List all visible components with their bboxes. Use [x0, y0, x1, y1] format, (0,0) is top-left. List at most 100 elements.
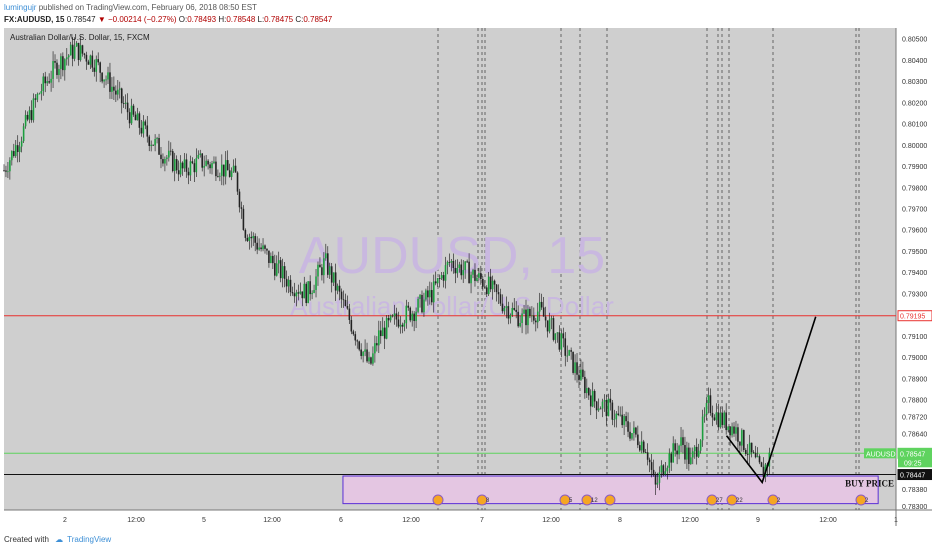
y-tick-label: 0.79600: [902, 228, 927, 235]
candle-body: [146, 125, 149, 137]
candle-body: [321, 267, 323, 276]
candle-body: [621, 414, 623, 426]
candle-body: [664, 471, 667, 475]
x-tick-label: 6: [339, 517, 343, 524]
candle-body: [222, 164, 225, 177]
candle-body: [148, 136, 151, 146]
candle-body: [597, 408, 600, 411]
candle-body: [13, 151, 15, 157]
candle-body: [705, 402, 708, 415]
created-with-text: Created with: [4, 535, 49, 544]
candle-body: [379, 330, 382, 337]
candle-body: [644, 452, 647, 454]
candle-body: [120, 88, 123, 104]
candle-body: [407, 305, 410, 308]
candle-body: [415, 311, 417, 322]
candle-body: [277, 260, 280, 264]
candle-body: [328, 266, 331, 275]
candle-body: [656, 482, 659, 485]
candle-body: [170, 150, 172, 152]
candle-body: [619, 414, 621, 416]
candle-body: [525, 309, 527, 326]
candle-body: [503, 307, 506, 312]
y-tick-label: 0.80100: [902, 122, 927, 129]
candle-body: [301, 291, 304, 299]
event-marker-icon: [604, 494, 616, 506]
candle-body: [3, 170, 5, 172]
price-chart[interactable]: AUDUSD, 15 Australian Dollar/U.S. Dollar A…: [0, 28, 932, 534]
candle-body: [480, 273, 482, 280]
candle-body: [554, 333, 557, 340]
candle-body: [240, 207, 243, 209]
candle-body: [48, 81, 50, 83]
candle-body: [224, 160, 227, 177]
y-tick-label: 0.80500: [902, 37, 927, 44]
candle-body: [270, 255, 272, 263]
change-arrow-icon: ▼: [97, 15, 106, 24]
candle-body: [252, 236, 255, 239]
candle-body: [7, 171, 9, 173]
event-marker-count: 27: [716, 498, 723, 504]
candle-body: [760, 462, 763, 467]
candle-body: [354, 334, 357, 341]
candle-body: [215, 161, 217, 177]
y-tick-label: 0.79100: [902, 334, 927, 341]
candle-body: [173, 159, 176, 172]
buy-price-tag: [897, 469, 932, 481]
author-link[interactable]: lumingujr: [4, 3, 37, 12]
candle-body: [474, 269, 476, 281]
candle-body: [103, 79, 105, 82]
candle-body: [517, 311, 519, 327]
candle-body: [287, 279, 290, 287]
candle-body: [50, 78, 52, 83]
candle-body: [177, 170, 180, 175]
candle-body: [115, 90, 117, 95]
candle-body: [164, 158, 166, 164]
tradingview-brand-link[interactable]: TradingView: [67, 535, 112, 544]
candle-body: [566, 355, 569, 357]
x-tick-label: 8: [618, 517, 622, 524]
candle-body: [552, 318, 555, 340]
candle-body: [122, 103, 125, 104]
x-tick-label: 1: [894, 517, 898, 524]
candle-body: [217, 176, 219, 177]
candle-body: [264, 245, 266, 249]
candle-body: [605, 400, 608, 417]
candle-body: [124, 102, 127, 104]
candle-body: [611, 402, 614, 420]
candle-body: [283, 266, 286, 279]
candle-body: [69, 44, 72, 56]
candle-body: [46, 81, 48, 84]
candle-body: [427, 290, 429, 298]
candle-body: [487, 276, 490, 295]
candle-body: [368, 357, 370, 362]
candle-body: [627, 421, 629, 432]
candle-body: [250, 236, 253, 239]
candle-body: [203, 165, 205, 168]
candle-body: [431, 290, 433, 303]
candle-body: [413, 313, 415, 322]
candle-body: [576, 362, 578, 375]
candle-body: [744, 449, 747, 454]
candle-body: [303, 283, 306, 299]
candle-body: [87, 61, 90, 65]
candle-body: [403, 323, 406, 327]
symbol-label: FX:AUDUSD, 15: [4, 15, 65, 24]
candle-body: [166, 157, 168, 159]
candle-body: [662, 465, 665, 475]
candle-body: [336, 285, 339, 291]
candle-body: [654, 474, 657, 485]
buy-price-annotation: BUY PRICE: [845, 479, 894, 489]
candle-body: [746, 453, 749, 455]
candle-body: [79, 45, 82, 61]
candle-body: [242, 208, 245, 230]
candle-body: [107, 72, 109, 80]
candle-body: [132, 105, 135, 115]
candle-body: [511, 308, 514, 315]
candle-body: [690, 457, 692, 464]
candle-body: [366, 349, 368, 362]
candle-body: [697, 450, 700, 457]
candle-body: [187, 171, 190, 176]
candle-body: [460, 264, 463, 276]
candle-body: [456, 267, 459, 274]
